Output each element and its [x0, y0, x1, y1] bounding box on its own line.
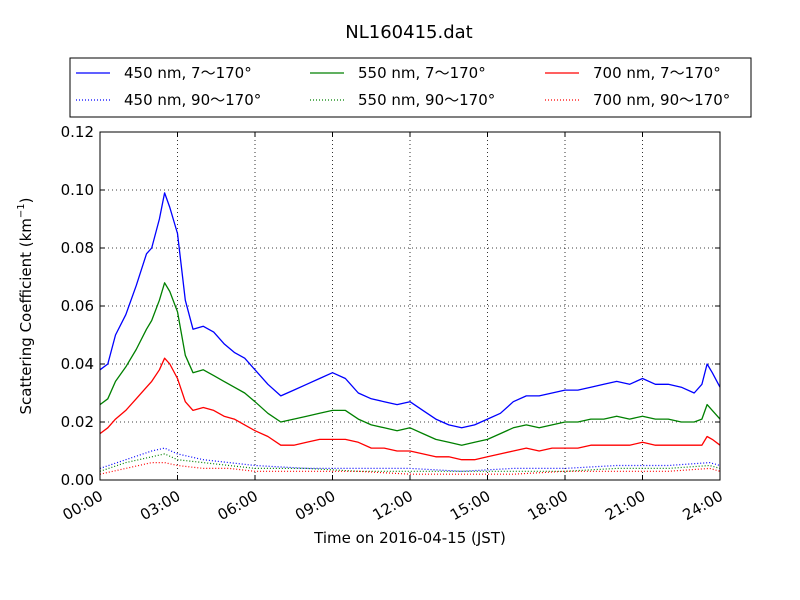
y-tick-label: 0.08 — [61, 239, 94, 257]
legend: 450 nm, 7～170° 550 nm, 7～170° 700 nm, 7～17… — [69, 57, 752, 118]
legend-entry-label: 550 nm, 7～170° — [358, 64, 486, 82]
legend-entry-label: 700 nm, 90～170° — [593, 91, 730, 109]
series-line-5 — [99, 462, 721, 475]
y-tick-label: 0.02 — [61, 413, 94, 431]
grid-lines — [100, 132, 720, 480]
y-axis-label: Scattering Coefficient (km−1) — [16, 197, 35, 414]
y-axis-label-main: Scattering Coefficient (km — [17, 218, 35, 414]
data-series — [99, 192, 721, 475]
y-tick-label: 0.00 — [61, 471, 94, 489]
x-tick-label: 12:00 — [370, 487, 416, 524]
series-line-1 — [99, 447, 721, 472]
legend-entry-label: 550 nm, 90～170° — [358, 91, 495, 109]
x-tick-label: 09:00 — [292, 487, 338, 524]
series-line-0 — [99, 192, 721, 429]
y-tick-label: 0.12 — [61, 123, 94, 141]
y-tick-label: 0.04 — [61, 355, 94, 373]
legend-entry-label: 700 nm, 7～170° — [593, 64, 721, 82]
x-axis-label: Time on 2016-04-15 (JST) — [313, 529, 506, 547]
x-tick-label: 15:00 — [447, 487, 493, 524]
x-tick-label: 06:00 — [215, 487, 261, 524]
x-tick-label: 18:00 — [525, 487, 571, 524]
legend-entry-label: 450 nm, 90～170° — [124, 91, 261, 109]
y-tick-label: 0.10 — [61, 181, 94, 199]
x-tick-label: 00:00 — [60, 487, 106, 524]
axis-ticks: 00:00 03:00 06:00 09:00 12:00 15:00 18:00 21:00… — [60, 123, 726, 524]
x-tick-label: 21:00 — [602, 487, 648, 524]
y-axis-label-unit-exponent: −1 — [16, 203, 27, 218]
legend-frame — [69, 57, 752, 118]
chart-title: NL160415.dat — [345, 22, 472, 43]
y-tick-label: 0.06 — [61, 297, 94, 315]
y-axis-label-close: ) — [17, 197, 35, 203]
x-tick-label: 03:00 — [137, 487, 183, 524]
legend-entry-label: 450 nm, 7～170° — [124, 64, 252, 82]
series-line-4 — [99, 357, 721, 461]
x-tick-label: 24:00 — [680, 487, 726, 524]
series-line-2 — [99, 282, 721, 446]
